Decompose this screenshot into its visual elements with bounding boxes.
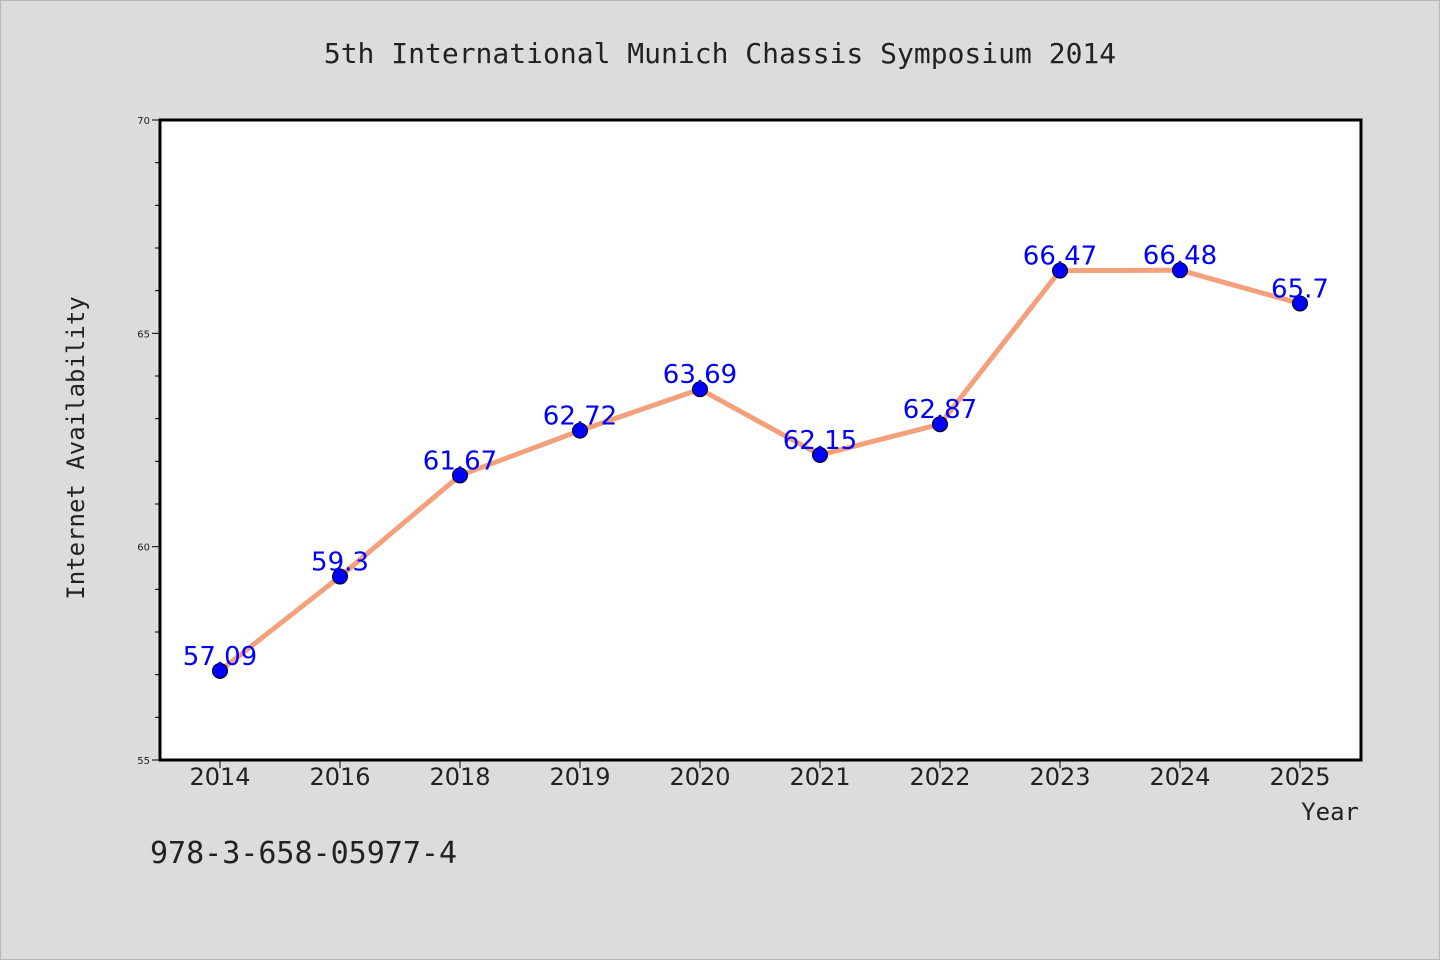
chart-title: 5th International Munich Chassis Symposi… [324, 37, 1116, 70]
x-tick-label: 2022 [909, 763, 970, 791]
x-axis-label: Year [1301, 798, 1359, 826]
footnote-isbn: 978-3-658-05977-4 [150, 836, 457, 871]
x-tick-label: 2025 [1269, 763, 1330, 791]
x-tick-label: 2019 [549, 763, 610, 791]
data-label: 59.3 [311, 548, 369, 578]
data-point [452, 467, 468, 484]
x-tick-label: 2016 [309, 763, 370, 791]
y-tick-label: 65 [137, 329, 150, 340]
data-point [212, 662, 228, 679]
x-axis-ticks: 2014 2016 2018 2019 2020 2021 2022 2023 2024 2025 [189, 760, 1331, 791]
data-label: 63.69 [663, 360, 737, 390]
data-label: 62.15 [783, 426, 857, 456]
data-label: 66.47 [1023, 242, 1097, 272]
y-axis-ticks: 55 60 65 70 [137, 116, 160, 767]
x-tick-label: 2018 [429, 763, 490, 791]
series-layer: 57.09 59.3 61.67 62.72 63.69 62.15 62.87 66.47 6… [183, 241, 1329, 679]
data-point [1292, 295, 1308, 312]
data-point [1052, 262, 1068, 279]
y-tick-label: 60 [137, 543, 150, 554]
data-label: 65.7 [1271, 274, 1329, 304]
data-label: 66.48 [1143, 241, 1217, 271]
data-label: 57.09 [183, 642, 257, 672]
x-tick-label: 2024 [1149, 763, 1210, 791]
data-point [932, 416, 948, 433]
data-label: 61.67 [423, 446, 497, 476]
data-label: 62.87 [903, 395, 977, 425]
data-point [1172, 262, 1188, 279]
x-tick-label: 2021 [789, 763, 850, 791]
data-point [812, 446, 828, 463]
x-tick-label: 2023 [1029, 763, 1090, 791]
data-point [692, 381, 708, 398]
data-point [572, 422, 588, 439]
x-tick-label: 2020 [669, 763, 730, 791]
series-line [217, 267, 1303, 674]
x-tick-label: 2014 [189, 763, 250, 791]
plot-area [158, 118, 1363, 762]
y-axis-label: Internet Availability [62, 296, 90, 599]
data-point [332, 568, 348, 585]
data-label: 62.72 [543, 402, 617, 432]
y-tick-label: 70 [137, 116, 150, 127]
y-tick-label: 55 [137, 756, 150, 767]
